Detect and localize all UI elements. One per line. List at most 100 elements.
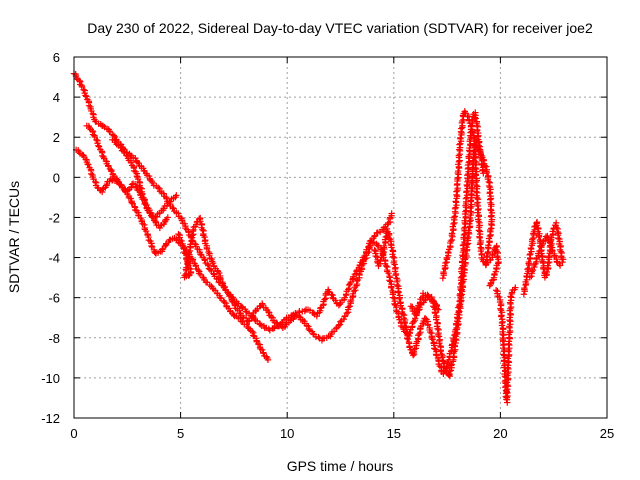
data-point [506,327,514,335]
data-point [124,187,131,194]
data-point [383,225,391,233]
data-point [439,275,447,282]
y-tick-label: -4 [48,251,60,266]
data-point [92,178,99,186]
data-point [462,250,469,258]
series-track-b [72,146,272,364]
plot-frame [73,56,608,419]
data-point [345,304,352,311]
data-point [206,251,213,259]
data-point [485,182,493,190]
data-point [382,233,390,241]
data-point [141,200,148,208]
data-point [210,270,217,277]
data-point [560,256,567,263]
data-point [457,292,464,299]
data-point [403,335,411,342]
data-point [335,322,342,329]
data-point [393,281,401,289]
data-point [433,352,440,359]
data-point [487,280,495,288]
x-axis-label: GPS time / hours [287,458,394,474]
data-point [544,259,552,267]
data-point [201,257,209,264]
data-point [169,204,176,212]
data-point [475,218,482,225]
data-point [248,328,256,335]
data-point [204,261,211,268]
data-point [439,357,446,364]
data-point [505,375,512,382]
data-point [151,248,158,255]
data-point [189,232,196,239]
data-point [504,383,512,390]
data-point [440,268,447,276]
data-point [390,294,397,301]
data-point [228,297,236,305]
data-point [436,340,443,347]
data-point [507,303,515,311]
data-point [538,242,545,249]
data-point [477,247,485,255]
data-point [487,195,495,202]
data-point [527,244,535,252]
data-point [462,195,470,202]
data-point [470,134,478,141]
series-track-j [520,218,567,298]
data-point [521,284,528,292]
data-point [73,74,80,82]
y-tick-label: -12 [41,411,60,426]
data-point [529,236,536,243]
data-point [411,346,418,353]
data-point [317,305,324,312]
data-point [481,162,489,169]
data-point [464,112,471,120]
data-point [219,278,226,286]
data-point [85,161,92,168]
data-point [453,193,461,200]
data-point [501,354,509,361]
data-point [548,246,556,254]
data-point [388,244,395,251]
data-point [95,142,102,149]
data-point [206,266,214,273]
data-point [499,330,506,338]
data-point [428,293,435,301]
data-point [82,92,89,99]
data-point [556,262,564,269]
data-point [249,312,256,319]
data-point [492,287,500,294]
data-point [454,315,462,323]
y-tick-label: -8 [48,331,60,346]
data-point [388,284,395,291]
data-point [475,205,482,213]
data-point [199,226,206,233]
data-point [173,192,180,199]
data-point [409,352,417,359]
data-point [273,319,280,326]
series-track-a [70,70,442,344]
data-point [512,284,519,291]
data-point [456,308,463,315]
data-point [159,246,166,253]
data-point [353,277,361,285]
data-point [182,224,189,232]
data-point [404,335,412,343]
data-point [449,223,457,230]
x-tick-label: 20 [493,426,507,441]
data-point [106,127,113,135]
data-point [309,330,317,338]
data-point [197,250,204,258]
data-point [387,278,394,285]
series-track-h [439,108,502,289]
data-point [137,184,144,191]
data-point [173,235,180,242]
data-point [454,167,462,175]
data-point [337,318,344,325]
data-point [452,198,459,205]
grid [74,57,607,418]
y-tick-label: -2 [48,210,60,225]
data-point [500,351,507,358]
data-point [142,227,150,235]
y-tick-label: 0 [53,170,60,185]
